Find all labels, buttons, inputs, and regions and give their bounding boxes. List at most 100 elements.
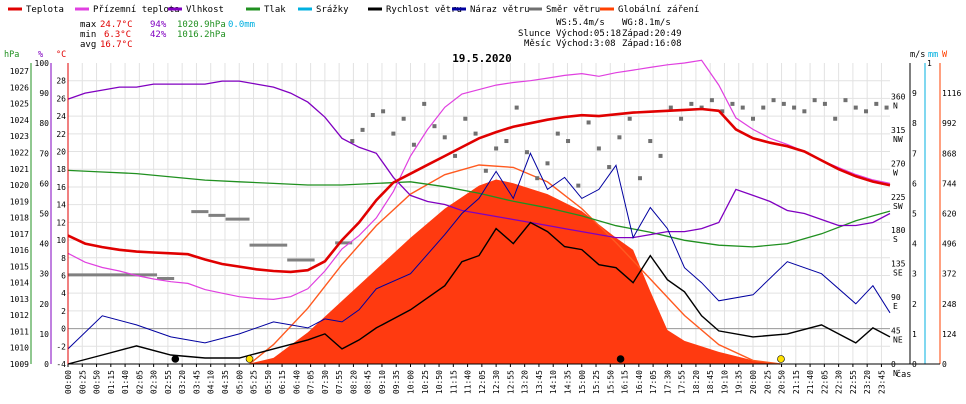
time-tick-9: 03:45	[192, 370, 201, 394]
dir-tick-3: 225	[891, 193, 906, 202]
dir-point-24	[586, 120, 591, 125]
ws-tick-0: 9	[912, 89, 917, 98]
time-tick-11: 04:35	[221, 370, 230, 394]
dir-label-1: NW	[893, 135, 903, 144]
dir-point-23	[576, 183, 581, 188]
dir-point-19	[535, 176, 540, 181]
dir-point-51	[864, 109, 869, 114]
dir-tick-0: 360	[891, 92, 906, 101]
temp-tick-9: 10	[56, 236, 66, 245]
rad-tick-9: 0	[942, 360, 947, 369]
ws-text: WS:5.4m/s	[556, 18, 605, 28]
hpa-tick-10: 1017	[10, 230, 29, 239]
temperature-line	[67, 107, 891, 274]
sun-moon-block: WS:5.4m/s WG:8.1m/s Slunce Východ:05:18 …	[518, 18, 682, 49]
pct-tick-6: 40	[39, 240, 49, 249]
pct-tick-4: 60	[39, 179, 49, 188]
dir-point-3	[370, 113, 375, 118]
time-tick-44: 18:20	[692, 370, 701, 394]
dir-point-28	[627, 116, 632, 121]
moonrise-marker	[171, 355, 180, 363]
time-tick-40: 16:40	[635, 370, 644, 394]
hpa-tick-4: 1023	[10, 132, 29, 141]
pct-tick-10: 0	[44, 360, 49, 369]
stat-min-label: min	[80, 30, 96, 40]
time-tick-34: 14:10	[549, 370, 558, 394]
sunset-marker	[777, 355, 785, 363]
legend-label-1: Teplota	[26, 5, 64, 15]
moon-label: Měsíc	[524, 39, 551, 49]
time-tick-29: 12:05	[478, 370, 487, 394]
dir-point-6	[401, 116, 406, 121]
temp-tick-12: 4	[61, 289, 66, 298]
legend-label-6: Rychlost větru	[386, 5, 462, 15]
time-tick-19: 07:55	[335, 370, 344, 394]
dir-point-29	[637, 176, 642, 181]
legend-label-7: Náraz větru	[470, 5, 530, 15]
dir-point-20	[545, 161, 550, 166]
dir-point-33	[679, 116, 684, 121]
ws-tick-7: 2	[912, 300, 917, 309]
hpa-tick-18: 1009	[10, 360, 29, 369]
unit-temp: °C	[56, 50, 66, 60]
dir-tick-6: 90	[891, 293, 901, 302]
rad-tick-6: 372	[942, 270, 957, 279]
legend-label-5: Srážky	[316, 5, 349, 15]
ws-tick-8: 1	[912, 330, 917, 339]
time-tick-6: 02:30	[150, 370, 159, 394]
pct-tick-5: 50	[39, 210, 49, 219]
ws-tick-6: 3	[912, 270, 917, 279]
stat-max-rain: 0.0mm	[228, 20, 255, 30]
time-tick-55: 22:55	[849, 370, 858, 394]
dir-point-36	[709, 98, 714, 103]
pct-tick-9: 10	[39, 330, 49, 339]
dir-point-38	[730, 101, 735, 106]
rad-tick-1: 992	[942, 119, 957, 128]
dir-point-25	[596, 146, 601, 151]
unit-rain: mm	[928, 50, 938, 60]
stat-min-press: 1016.2hPa	[177, 30, 226, 40]
dir-point-43	[781, 101, 786, 106]
hpa-tick-13: 1014	[10, 279, 29, 288]
dir-label-3: SW	[893, 202, 903, 211]
dir-label-4: S	[893, 235, 898, 244]
rad-tick-8: 124	[942, 330, 957, 339]
temp-tick-15: -2	[56, 342, 66, 351]
rad-tick-4: 620	[942, 210, 957, 219]
dir-label-8: N	[893, 369, 898, 378]
dir-point-45	[802, 109, 807, 114]
time-tick-39: 16:15	[621, 370, 630, 394]
time-tick-4: 01:40	[121, 370, 130, 394]
dir-label-6: E	[893, 302, 898, 311]
time-tick-45: 18:45	[706, 370, 715, 394]
hpa-tick-7: 1020	[10, 181, 29, 190]
dir-label-5: SE	[893, 269, 903, 278]
temp-tick-1: 26	[56, 94, 66, 103]
time-tick-46: 19:10	[720, 370, 729, 394]
dir-tick-5: 135	[891, 260, 906, 269]
time-tick-13: 05:25	[250, 370, 259, 394]
dir-point-22	[566, 139, 571, 144]
dir-point-47	[822, 101, 827, 106]
legend-label-4: Tlak	[264, 5, 286, 15]
dir-point-26	[607, 165, 612, 170]
temp-tick-5: 18	[56, 165, 66, 174]
unit-time: čas	[896, 369, 911, 380]
time-tick-17: 07:05	[307, 370, 316, 394]
time-tick-20: 08:20	[349, 370, 358, 394]
time-tick-26: 10:50	[435, 370, 444, 394]
time-tick-41: 17:05	[649, 370, 658, 394]
time-tick-22: 09:10	[378, 370, 387, 394]
time-tick-57: 23:45	[877, 370, 886, 394]
dir-point-30	[648, 139, 653, 144]
time-tick-49: 20:25	[763, 370, 772, 394]
hpa-tick-8: 1019	[10, 197, 29, 206]
unit-hpa: hPa	[4, 50, 19, 60]
legend-label-9: Globální záření	[618, 5, 699, 15]
hpa-tick-14: 1013	[10, 295, 29, 304]
time-tick-35: 14:35	[563, 370, 572, 394]
time-tick-24: 10:00	[407, 370, 416, 394]
unit-wind: m/s	[910, 50, 925, 60]
dir-point-50	[853, 105, 858, 110]
